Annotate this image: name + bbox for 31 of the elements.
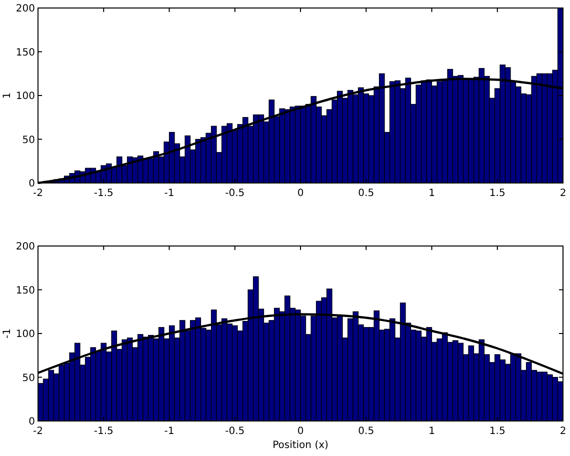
x-tick-label: 1 bbox=[428, 188, 435, 199]
x-tick-label: 0.5 bbox=[358, 426, 374, 437]
x-tick-label: 0 bbox=[297, 188, 304, 199]
y-axis-title: 1 bbox=[2, 92, 13, 99]
x-tick-label: -2 bbox=[33, 188, 43, 199]
x-tick-label: 0 bbox=[297, 426, 304, 437]
y-tick-label: 100 bbox=[16, 329, 35, 340]
x-tick-label: -1.5 bbox=[94, 188, 114, 199]
x-tick-label: -0.5 bbox=[225, 188, 245, 199]
x-tick-label: -2 bbox=[33, 426, 43, 437]
y-tick-label: 50 bbox=[22, 372, 35, 384]
y-tick-label: 200 bbox=[16, 242, 35, 252]
y-tick-label: 0 bbox=[28, 416, 35, 428]
x-axis-title: Position (x) bbox=[272, 440, 329, 451]
y-axis-title: -1 bbox=[2, 328, 13, 338]
x-tick-label: 1.5 bbox=[489, 426, 506, 437]
x-tick-label: -1 bbox=[164, 188, 174, 199]
y-tick-label: 200 bbox=[16, 4, 35, 14]
y-tick-label: 150 bbox=[16, 285, 35, 296]
y-tick-label: 150 bbox=[16, 47, 35, 58]
x-tick-label: 0.5 bbox=[358, 188, 374, 199]
x-tick-label: -0.5 bbox=[225, 426, 245, 437]
y-tick-label: 100 bbox=[16, 91, 35, 102]
x-tick-label: 1.5 bbox=[489, 188, 506, 199]
y-tick-label: 50 bbox=[22, 134, 35, 146]
x-tick-label: 1 bbox=[428, 426, 435, 437]
x-tick-label: 2 bbox=[560, 188, 566, 199]
x-tick-label: -1.5 bbox=[94, 426, 114, 437]
y-tick-label: 0 bbox=[28, 178, 35, 190]
x-tick-label: -1 bbox=[164, 426, 174, 437]
x-tick-label: 2 bbox=[560, 426, 566, 437]
